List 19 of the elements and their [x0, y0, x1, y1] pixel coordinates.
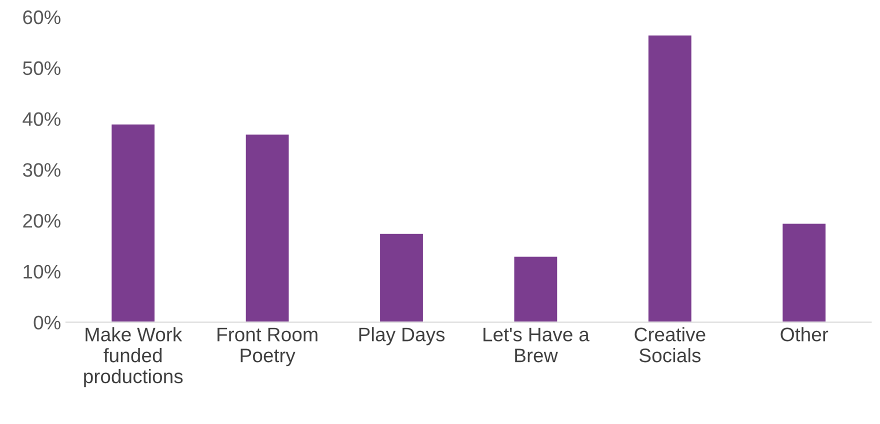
y-tick-label: 60%	[23, 10, 60, 24]
y-tick-label: 10%	[24, 264, 60, 279]
bar	[781, 222, 827, 322]
y-tick-label: 20%	[23, 214, 60, 228]
bar	[647, 34, 693, 322]
x-tick-label: Front Room Poetry	[218, 328, 318, 366]
bar	[110, 123, 156, 322]
bar	[512, 255, 559, 322]
x-tick-label: Other	[780, 327, 828, 342]
x-tick-label: Let's Have a Brew	[484, 328, 590, 362]
y-tick-label: 50%	[23, 61, 60, 76]
bar	[378, 232, 424, 322]
y-tick-label: 30%	[22, 163, 60, 177]
x-tick-label: Play Days	[359, 327, 445, 346]
y-tick-label: 0%	[34, 316, 60, 330]
y-tick-label: 40%	[22, 112, 60, 126]
x-tick-label: Creative Socials	[634, 327, 706, 362]
bar	[244, 133, 290, 322]
x-tick-label: Make Work funded productions	[84, 327, 183, 388]
